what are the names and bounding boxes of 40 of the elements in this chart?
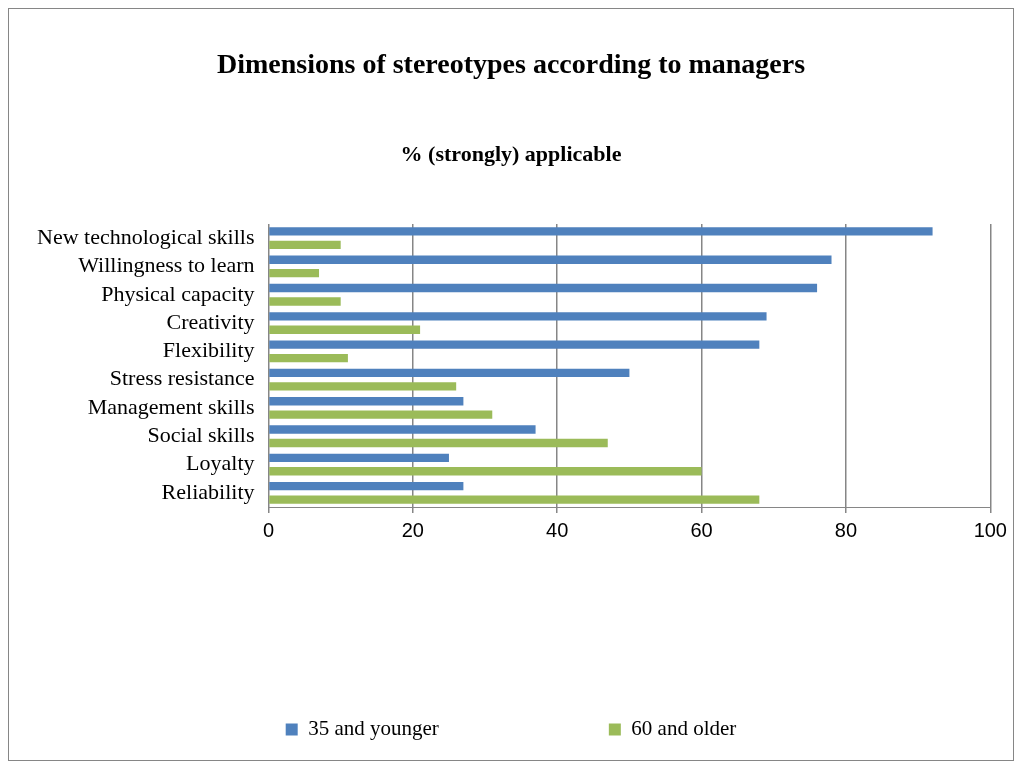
y-tick-label: Stress resistance [109,365,255,391]
bar [269,425,536,434]
legend-label: 60 and older [631,716,737,741]
bar [269,255,832,264]
bar [269,382,457,391]
bar [269,467,702,476]
bar [269,368,630,378]
y-tick-label: Management skills [87,393,255,419]
x-tick-label: 80 [834,518,858,541]
y-tick-label: Willingness to learn [78,252,255,278]
x-tick-label: 0 [262,518,275,541]
bar [269,438,608,448]
bar [269,227,933,236]
x-tick-label: 100 [973,518,1007,541]
bar [269,495,760,504]
bar [269,340,760,349]
chart-title: Dimensions of stereotypes according to managers [216,48,806,80]
y-tick-label: Flexibility [162,337,255,363]
bar [269,297,341,306]
x-tick-label: 60 [690,518,713,541]
bar [269,410,493,419]
bar [269,325,421,334]
bar [269,312,767,321]
y-tick-label: Creativity [166,308,255,334]
legend-label: 35 and younger [308,716,439,741]
bar [269,240,341,250]
y-tick-label: Physical capacity [101,280,255,306]
bar [269,353,348,363]
x-tick-label: 40 [546,518,569,541]
chart-subtitle: % (strongly) applicable [400,141,622,167]
y-tick-label: Loyalty [186,450,255,476]
bar [269,283,818,293]
y-tick-label: New technological skills [36,223,255,249]
y-tick-label: Social skills [147,422,255,448]
bar [269,453,449,462]
bar [269,397,464,406]
bar [269,481,464,491]
bar [269,269,320,278]
y-tick-label: Reliability [161,478,255,504]
x-tick-label: 20 [401,518,424,541]
